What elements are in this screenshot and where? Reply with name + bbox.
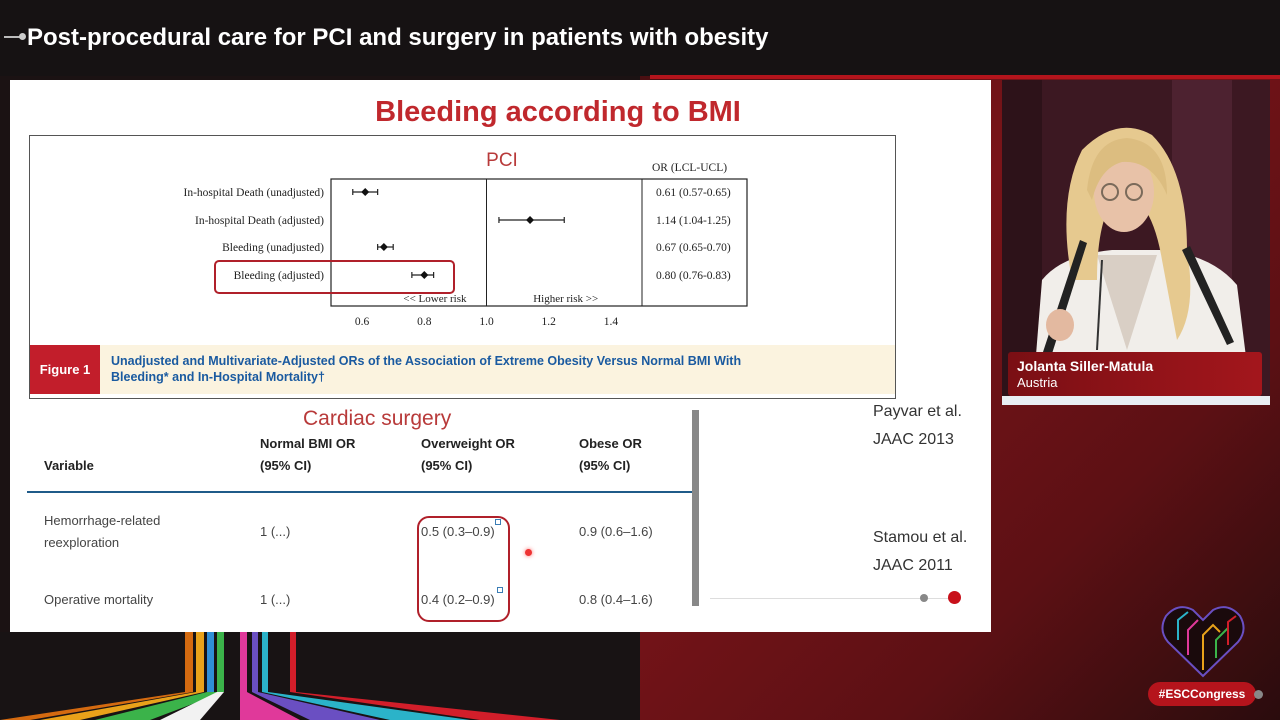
higher-risk-label: Higher risk >>: [533, 293, 598, 305]
figure-caption-text: Unadjusted and Multivariate-Adjusted ORs…: [111, 353, 811, 385]
cell-normal-hemorrhage: 1 (...): [260, 524, 291, 539]
col-header-normal-line2: (95% CI): [260, 458, 312, 473]
col-header-normal: Normal BMI OR (95% CI): [260, 433, 355, 477]
figure-label: Figure 1: [30, 345, 100, 394]
reference-stamou-line2: JAAC 2011: [873, 557, 953, 574]
col-header-over-line1: Overweight OR: [421, 436, 515, 451]
speaker-image: [1002, 80, 1270, 405]
cell-normal-mortality: 1 (...): [260, 592, 291, 607]
slide-scroll-bar: [692, 410, 699, 606]
x-tick-label: 1.2: [542, 316, 557, 328]
overweight-highlight-box: [417, 516, 510, 622]
row-variable-line2: reexploration: [44, 535, 120, 550]
lower-risk-label: << Lower risk: [403, 293, 467, 305]
slide-progress-dot[interactable]: [920, 594, 928, 602]
col-header-overweight: Overweight OR (95% CI): [421, 433, 515, 477]
or-header: OR (LCL-UCL): [652, 162, 727, 174]
row-variable-mortality: Operative mortality: [44, 592, 154, 607]
caption-line-2: Bleeding* and In-Hospital Mortality†: [111, 370, 325, 384]
slide-progress-track: [710, 598, 950, 599]
footnote-square-icon: [497, 587, 503, 593]
col-header-normal-line1: Normal BMI OR: [260, 436, 356, 451]
or-value: 0.80 (0.76-0.83): [656, 270, 731, 282]
row-variable-hemorrhage: Hemorrhage-related reexploration: [44, 510, 160, 554]
speaker-video: [1002, 80, 1270, 405]
col-header-variable: Variable: [44, 458, 94, 473]
title-bar: Post-procedural care for PCI and surgery…: [0, 0, 1280, 76]
cell-overweight-hemorrhage: 0.5 (0.3–0.9): [421, 524, 495, 539]
row-variable-line1: Hemorrhage-related: [44, 513, 161, 528]
bleeding-adjusted-highlight: [214, 260, 455, 294]
col-header-obese-line2: (95% CI): [579, 458, 631, 473]
or-point: [526, 216, 535, 224]
table-header-rule: [27, 491, 694, 493]
background-stripes: [0, 632, 640, 720]
or-point: [361, 188, 370, 196]
reference-payvar: Payvar et al. JAAC 2013: [873, 398, 962, 454]
footnote-square-icon: [495, 519, 501, 525]
row-label: In-hospital Death (adjusted): [195, 215, 324, 227]
reference-payvar-line2: JAAC 2013: [873, 431, 954, 448]
or-value: 0.61 (0.57-0.65): [656, 187, 731, 199]
x-tick-label: 1.4: [604, 316, 619, 328]
hashtag-badge: #ESCCongress: [1148, 682, 1256, 706]
or-point: [420, 271, 429, 279]
row-label: Bleeding (adjusted): [234, 270, 325, 282]
col-header-over-line2: (95% CI): [421, 458, 473, 473]
cardiac-surgery-title: Cardiac surgery: [303, 407, 452, 430]
speaker-name: Jolanta Siller-Matula: [1017, 358, 1154, 374]
row-label: In-hospital Death (unadjusted): [183, 187, 324, 199]
esc-heart-logo-icon: [1161, 606, 1245, 678]
x-tick-label: 1.0: [479, 316, 494, 328]
reference-payvar-line1: Payvar et al.: [873, 403, 962, 420]
reference-stamou: Stamou et al. JAAC 2011: [873, 524, 967, 580]
col-header-obese-line1: Obese OR: [579, 436, 642, 451]
name-plate-accent: [1002, 396, 1270, 405]
presentation-slide: Bleeding according to BMI PCI OR (LCL-UCL…: [10, 80, 991, 632]
forest-plot: PCI OR (LCL-UCL) In-hospital Death (unadju…: [183, 150, 748, 328]
title-accent-line: [650, 75, 1280, 79]
cell-overweight-mortality: 0.4 (0.2–0.9): [421, 592, 495, 607]
reference-stamou-line1: Stamou et al.: [873, 529, 968, 546]
session-title: Post-procedural care for PCI and surgery…: [27, 24, 769, 51]
x-tick-label: 0.6: [355, 316, 370, 328]
or-point: [379, 243, 388, 251]
x-tick-label: 0.8: [417, 316, 432, 328]
speaker-country: Austria: [1017, 375, 1058, 390]
plot-frame: [330, 178, 748, 307]
col-header-obese: Obese OR (95% CI): [579, 433, 642, 477]
title-bullet-icon: [4, 33, 26, 40]
cell-obese-mortality: 0.8 (0.4–1.6): [579, 592, 653, 607]
caption-line-1: Unadjusted and Multivariate-Adjusted ORs…: [111, 354, 742, 368]
speaker-name-plate: [1008, 352, 1262, 396]
or-value: 0.67 (0.65-0.70): [656, 242, 731, 254]
panel-title: PCI: [486, 150, 518, 171]
row-label: Bleeding (unadjusted): [222, 242, 324, 254]
cell-obese-hemorrhage: 0.9 (0.6–1.6): [579, 524, 653, 539]
hashtag-dot-icon: [1254, 690, 1263, 699]
or-value: 1.14 (1.04-1.25): [656, 215, 731, 227]
slide-title: Bleeding according to BMI: [375, 96, 741, 128]
slide-progress-dot-active[interactable]: [948, 591, 961, 604]
laser-pointer-dot: [525, 549, 532, 556]
figure-caption: Figure 1 Unadjusted and Multivariate-Adj…: [30, 345, 895, 394]
